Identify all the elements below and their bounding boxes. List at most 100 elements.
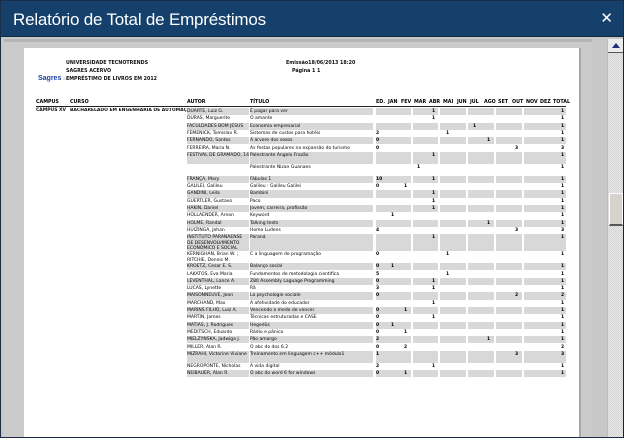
cell-month: 1 — [432, 315, 436, 321]
table-row: KROETZ, Cesar E. S. Balanço social 0 1 1 — [24, 263, 579, 271]
cell-autor: INSTITUTO PARANAENSE DE DESENVOLVIMENTO … — [187, 235, 243, 251]
row-band — [376, 175, 411, 184]
cell-autor: GUERTLER, Gustavo — [187, 198, 233, 204]
cell-total: 1 — [561, 191, 565, 197]
row-band — [496, 205, 522, 213]
row-band — [468, 370, 494, 378]
scroll-up-arrow-icon[interactable] — [608, 39, 623, 53]
cell-autor: HUIZINGA, Johan — [187, 227, 225, 233]
row-band — [250, 336, 373, 344]
cell-ed: 5 — [376, 271, 380, 277]
campus-value: CAMPUS XV — [36, 108, 66, 113]
row-band — [440, 122, 466, 130]
cell-autor: LUCAS, Lynette — [187, 286, 222, 292]
row-band — [187, 175, 249, 184]
cell-ed: 0 — [376, 264, 380, 270]
row-band — [376, 122, 411, 130]
cell-month: 1 — [432, 206, 436, 211]
cell-autor: MIELZYNSKA, Jadwiga J. — [187, 337, 241, 343]
col-month: JUL — [470, 100, 479, 105]
cell-ed: 0 — [376, 184, 380, 190]
row-band — [468, 137, 494, 145]
row-band — [440, 205, 466, 213]
row-band — [187, 137, 249, 145]
row-band — [250, 321, 373, 329]
cell-ed: 3 — [376, 286, 380, 292]
close-icon[interactable]: ✕ — [600, 9, 613, 27]
cell-autor: FACULDADES BOM JESUS — [187, 123, 244, 129]
cell-autor: LEVENTHAL, Lance A. — [187, 278, 236, 284]
cell-total: 3 — [561, 351, 565, 357]
row-band — [496, 321, 522, 329]
col-month: FEV — [401, 100, 412, 105]
cell-titulo: Palestrante Nizan Guanaes — [250, 164, 311, 170]
table-row: MIELZYNSKA, Jadwiga J. Pão amargo 2 1 1 — [24, 336, 579, 344]
cell-total: 1 — [561, 109, 565, 114]
row-band — [524, 122, 566, 130]
row-band — [468, 190, 494, 198]
cell-titulo: Rádio e pânico — [250, 329, 284, 335]
row-band — [440, 336, 466, 344]
cell-total: 1 — [561, 176, 565, 182]
table-row: FRANÇA, Mary Fábulas 1 10 1 1 — [24, 175, 579, 184]
cell-total: 1 — [561, 235, 565, 241]
row-band — [468, 151, 494, 164]
cell-autor: MIZRAHI, Victorine Viviane — [187, 351, 247, 357]
cell-autor: KERNIGHAN, Brian W. ; RITCHIE, Dennis M. — [187, 252, 239, 263]
cell-total: 2 — [561, 293, 565, 299]
cell-total: 1 — [561, 278, 565, 284]
cell-autor: MAISONNEUVE, Jean — [187, 293, 234, 299]
table-row: FERNANDO, Santos A árvore dos sexos 0 1 1 — [24, 137, 579, 145]
scrollbar-thumb[interactable] — [609, 193, 623, 226]
col-month: TOTAL — [553, 100, 571, 105]
cell-titulo: O amante — [250, 116, 273, 122]
cell-month: 3 — [515, 145, 519, 151]
row-band — [496, 219, 522, 227]
cell-total: 1 — [561, 138, 565, 144]
table-row: LUCAS, Lynette Rã 3 1 1 — [24, 285, 579, 292]
vertical-scrollbar[interactable] — [607, 39, 623, 437]
col-month: ED. — [376, 100, 386, 105]
row-band — [187, 219, 249, 227]
table-row: HAKIN, Daniel Jovem, carreira, profissão 1… — [24, 205, 579, 213]
cell-ed: 2 — [376, 363, 380, 369]
row-band — [413, 205, 438, 213]
row-band — [440, 137, 466, 145]
row-band — [250, 137, 373, 145]
cell-total: 1 — [561, 164, 565, 170]
row-band — [187, 108, 249, 116]
table-row: FEMENICK, Tomislav R. Sistemas de custos … — [24, 130, 579, 137]
cell-autor: MARINS FILHO, Luiz A. — [187, 308, 238, 313]
row-band — [468, 219, 494, 227]
row-band — [250, 151, 373, 164]
row-band — [440, 190, 466, 198]
row-band — [496, 151, 522, 164]
col-month: SET — [498, 100, 509, 105]
cell-ed: 0 — [376, 138, 380, 144]
row-band — [524, 175, 566, 184]
cell-total: 1 — [561, 152, 565, 158]
cell-autor: NEGROPONTE, Nicholas — [187, 363, 241, 369]
cell-month: 1 — [404, 308, 408, 313]
report-viewer[interactable]: Sagres 8.0 UNIVERSIDADE TECNOTRENDS SAGR… — [4, 39, 592, 437]
row-band — [524, 277, 566, 286]
cell-titulo: Homo Ludens — [250, 227, 281, 233]
col-month: ABR — [429, 100, 441, 105]
table-row: KERNIGHAN, Brian W. ; RITCHIE, Dennis M.… — [24, 251, 579, 263]
col-month: JAN — [388, 100, 398, 105]
title-bar: Relatório de Total de Empréstimos ✕ — [1, 1, 623, 37]
row-band — [376, 137, 411, 145]
cell-total: 1 — [561, 123, 565, 129]
cell-autor: MEDITSCH, Eduardo — [187, 329, 233, 335]
cell-autor: FERREIRA, Maria N. — [187, 145, 231, 151]
row-band — [187, 263, 249, 271]
cell-month: 1 — [404, 371, 408, 377]
row-band — [468, 108, 494, 116]
table-row: MIZRAHI, Victorine Viviane Treinamento em… — [24, 350, 579, 363]
cell-autor: MARCHAND, Max — [187, 300, 226, 306]
cell-month: 1 — [487, 220, 491, 226]
row-band — [413, 122, 438, 130]
row-band — [250, 234, 373, 252]
row-band — [440, 370, 466, 378]
